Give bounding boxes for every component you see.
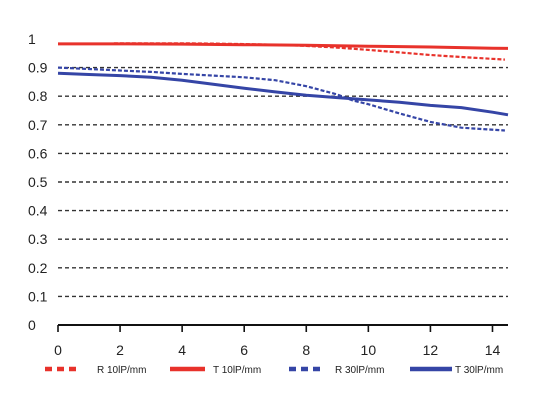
- y-tick-label: 0.3: [28, 231, 48, 247]
- y-tick-label: 0.2: [28, 260, 48, 276]
- x-tick-labels: 0 2 4 6 8 10 12 14: [54, 342, 500, 358]
- x-tick-label: 2: [116, 342, 124, 358]
- series-line-3: [57, 71, 509, 117]
- y-tick-label: 1: [28, 31, 36, 47]
- y-tick-label: 0.1: [28, 288, 48, 304]
- x-tick-label: 8: [302, 342, 310, 358]
- series-lines: [57, 42, 509, 132]
- legend-label-1: T 10lP/mm: [213, 365, 261, 376]
- legend-label-3: T 30lP/mm: [455, 365, 503, 376]
- x-tick-label: 14: [485, 342, 501, 358]
- y-tick-label: 0.4: [28, 203, 48, 219]
- x-tick-label: 6: [240, 342, 248, 358]
- series-line-1: [58, 42, 509, 50]
- y-tick-label: 0.8: [28, 88, 48, 104]
- legend: R 10lP/mm T 10lP/mm R 30lP/mm T 30lP/mm: [45, 365, 503, 376]
- x-tick-label: 12: [423, 342, 439, 358]
- x-tick-label: 10: [361, 342, 377, 358]
- grid-lines: [58, 66, 508, 298]
- y-tick-label: 0.5: [28, 174, 48, 190]
- axes: [57, 324, 508, 332]
- series-line-2: [57, 66, 505, 132]
- legend-label-2: R 30lP/mm: [335, 365, 384, 376]
- y-tick-labels: 0 0.1 0.2 0.3 0.4 0.5 0.6 0.7 0.8 0.9 1: [28, 31, 48, 333]
- x-tick-label: 0: [54, 342, 62, 358]
- y-tick-label: 0.6: [28, 145, 48, 161]
- x-tick-label: 4: [178, 342, 186, 358]
- legend-label-0: R 10lP/mm: [97, 365, 146, 376]
- y-tick-label: 0: [28, 317, 36, 333]
- y-tick-label: 0.9: [28, 60, 48, 76]
- y-tick-label: 0.7: [28, 117, 48, 133]
